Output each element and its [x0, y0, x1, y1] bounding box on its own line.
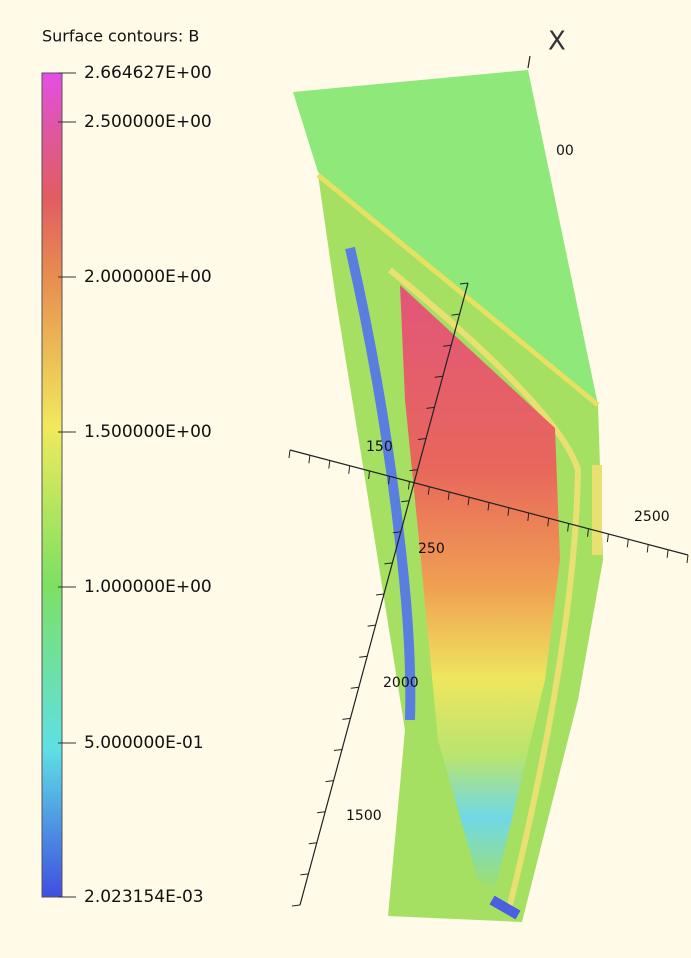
axis-tick — [342, 717, 351, 720]
blue-strip — [345, 246, 416, 721]
axis-tick — [375, 593, 385, 596]
axis-tick — [291, 904, 301, 907]
axis-tick — [328, 460, 331, 469]
axis-tick — [646, 544, 649, 553]
legend-label: 2.023154E-03 — [84, 887, 204, 907]
axis-tick — [300, 873, 309, 876]
axis-tick — [527, 512, 530, 522]
legend-label: 1.500000E+00 — [84, 422, 212, 442]
model — [293, 70, 603, 922]
axis-tick — [359, 655, 368, 658]
edge — [316, 173, 600, 407]
legend-label: 1.000000E+00 — [84, 577, 212, 597]
axis-tick — [333, 749, 343, 751]
axis-tick — [443, 344, 452, 347]
blue-spot — [489, 895, 521, 920]
axis-tick — [427, 486, 430, 495]
axis-tick — [587, 528, 589, 537]
legend-title: Surface contours: B — [42, 27, 199, 46]
axis-tick-labels: 00 150 2500 250 2000 1500 — [346, 143, 670, 824]
axis-tick — [447, 491, 450, 501]
axis-tick — [547, 518, 550, 527]
axis-tick — [392, 531, 401, 534]
axis-tick-label: 2500 — [634, 509, 670, 525]
axis-tick — [434, 375, 443, 378]
axis-tick — [567, 523, 570, 532]
axis-tick — [407, 481, 410, 490]
axis-tick-label: 2000 — [383, 675, 419, 691]
axis-tick — [459, 282, 469, 285]
edge — [388, 267, 582, 906]
axis-arrow — [527, 55, 531, 69]
axis-tick — [325, 780, 334, 783]
axis-tick — [417, 438, 427, 440]
legend-label: 2.664627E+00 — [84, 63, 212, 83]
upper-panel — [293, 70, 598, 420]
axis-tick-label: 00 — [556, 143, 574, 159]
axis-tick — [626, 539, 629, 548]
axis-tick — [467, 497, 470, 506]
legend: Surface contours: B 2.664627E+00 2.500000… — [41, 27, 212, 907]
axis-tick — [666, 549, 669, 558]
axis-tick — [409, 469, 418, 472]
axis-tick — [384, 562, 393, 565]
axis-tick — [348, 465, 351, 474]
axis-tick — [507, 507, 510, 516]
axis-tick — [317, 811, 326, 814]
axis-tick-label: 150 — [366, 439, 393, 455]
axis-tick — [451, 313, 460, 316]
axis-tick-label: 250 — [418, 541, 445, 557]
axis-tick — [308, 842, 317, 845]
axis-tick — [487, 502, 490, 511]
axis-tick — [308, 455, 311, 464]
axis-ticks — [288, 282, 689, 907]
axis-tick — [606, 533, 609, 543]
axis-tick-label: 1500 — [346, 808, 382, 824]
axis-tick — [350, 686, 359, 689]
axis-tick — [367, 624, 376, 627]
core-region — [400, 285, 560, 890]
axis-tick — [288, 449, 291, 459]
axis-tick — [368, 470, 371, 480]
color-bar — [41, 72, 63, 898]
legend-labels: 2.664627E+00 2.500000E+00 2.000000E+00 1.50… — [58, 63, 212, 907]
axis-tick — [388, 476, 390, 485]
edge — [592, 465, 602, 555]
legend-label: 2.000000E+00 — [84, 267, 212, 287]
legend-label: 2.500000E+00 — [84, 112, 212, 132]
axis-tick — [401, 500, 410, 503]
axis-tick — [426, 406, 435, 409]
legend-label: 5.000000E-01 — [84, 733, 204, 753]
axis-name: X — [548, 27, 566, 57]
axis-tick — [686, 554, 689, 564]
